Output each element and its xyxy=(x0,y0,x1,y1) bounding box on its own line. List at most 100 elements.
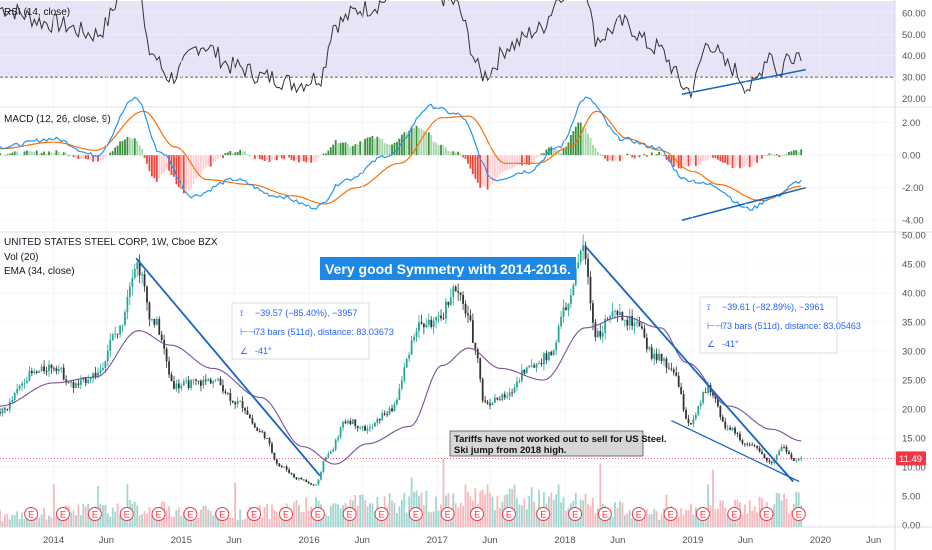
candle-body xyxy=(780,446,783,451)
candle-body xyxy=(768,460,771,462)
rsi-trendline[interactable] xyxy=(681,68,806,96)
earnings-marker-label: E xyxy=(700,510,706,520)
rsi-axis[interactable]: 60.00 50.00 40.00 30.00 20.00 xyxy=(902,8,926,105)
volume-bar xyxy=(690,503,692,527)
candle-body xyxy=(344,421,347,424)
note-label[interactable]: Tariffs have not worked out to sell for … xyxy=(449,430,667,457)
candle-body xyxy=(4,408,6,410)
candle-body xyxy=(364,426,366,431)
macd-histogram-bar xyxy=(249,155,251,156)
macd-histogram-bar xyxy=(584,128,587,156)
macd-histogram-bar xyxy=(175,155,178,185)
measure-tooltip-left[interactable]: ⟟ −39.57 (−85.40%), −3957 ⊢⊣ 73 bars (51… xyxy=(231,302,394,360)
candle-body xyxy=(432,320,435,327)
volume-bar xyxy=(133,501,136,527)
volume-bar xyxy=(43,507,46,527)
macd-histogram-bar xyxy=(543,153,545,156)
time-tick-label: Jun xyxy=(355,535,370,546)
macd-histogram-bar xyxy=(496,155,499,179)
macd-histogram-bar xyxy=(72,155,75,158)
volume-bar xyxy=(403,492,406,527)
candle-body xyxy=(692,418,695,425)
candle-body xyxy=(273,452,276,460)
volume-bar xyxy=(21,512,23,527)
macd-histogram-bar xyxy=(209,155,212,167)
note-label-bg xyxy=(449,430,644,457)
macd-histogram-bar xyxy=(560,153,562,156)
macd-histogram-bar xyxy=(474,155,477,179)
price-axis[interactable]: 50.00 45.00 40.00 35.00 30.00 25.00 20.00 15.00… xyxy=(902,231,926,532)
candle-body xyxy=(11,399,14,402)
volume-bar xyxy=(484,494,487,527)
volume-bar xyxy=(278,515,281,527)
macd-histogram-bar xyxy=(234,152,237,156)
volume-bar xyxy=(496,495,499,527)
macd-histogram-bar xyxy=(305,155,308,163)
candle-body xyxy=(48,364,50,372)
volume-bar xyxy=(310,506,313,527)
macd-histogram-bar xyxy=(550,146,553,156)
earnings-marker-label: E xyxy=(413,510,419,520)
measure-right-line3: -41° xyxy=(722,339,739,349)
candle-body xyxy=(361,426,364,428)
macd-histogram-bar xyxy=(462,155,464,158)
macd-histogram-bar xyxy=(528,155,531,165)
volume-bar xyxy=(432,511,435,527)
macd-histogram-bar xyxy=(418,127,420,156)
time-tick-label: Jun xyxy=(866,535,881,546)
candle-body xyxy=(126,296,129,313)
volume-bar xyxy=(567,508,570,527)
candle-body xyxy=(626,319,629,326)
macd-histogram-bar xyxy=(601,155,604,156)
macd-histogram-bar xyxy=(440,144,442,156)
macd-histogram-bar xyxy=(445,147,447,156)
macd-histogram-bar xyxy=(45,153,48,156)
candle-body xyxy=(195,379,197,381)
volume-bar xyxy=(197,517,200,527)
macd-trendline[interactable] xyxy=(681,186,806,221)
candle-body xyxy=(111,334,114,340)
measure-tooltip-right[interactable]: ⟟ −39.61 (−82.89%), −3961 ⊢⊣ 73 bars (51… xyxy=(699,296,861,354)
candle-body xyxy=(170,374,173,382)
measure-left-line2: 73 bars (511d), distance: 83.03673 xyxy=(255,327,394,337)
volume-bar xyxy=(192,513,195,527)
candle-body xyxy=(707,385,709,393)
candle-body xyxy=(491,402,494,406)
candle-body xyxy=(577,262,580,269)
macd-histogram-bar xyxy=(405,132,408,156)
volume-bar xyxy=(592,497,594,527)
earnings-marker-label: E xyxy=(636,510,642,520)
volume-bar xyxy=(594,513,597,527)
volume-bar xyxy=(72,510,75,527)
candle-body xyxy=(655,353,658,361)
headline-label[interactable]: Very good Symmetry with 2014-2016. xyxy=(320,257,576,280)
candle-body xyxy=(464,303,467,314)
candle-body xyxy=(253,423,256,428)
volume-bar xyxy=(611,516,614,527)
macd-histogram-bar xyxy=(452,151,455,156)
candle-body xyxy=(246,410,249,415)
earnings-marker-circle xyxy=(247,507,262,521)
macd-histogram-bar xyxy=(697,155,700,166)
macd-histogram-bar xyxy=(67,155,70,157)
macd-histogram-bar xyxy=(756,155,758,163)
macd-axis[interactable]: 2.00 0.00 -2.00 -4.00 xyxy=(902,118,924,227)
volume-bar xyxy=(692,514,695,527)
price-pane[interactable]: E E E E E E E E E E E E E E E E E E E E E E E E E UNITED STATES … xyxy=(0,0,932,532)
volume-bar xyxy=(648,514,651,527)
macd-pane[interactable]: MACD (12, 26, close, 9) 2.00 0.00 -2.00 -4.… xyxy=(0,96,932,227)
volume-bar xyxy=(229,517,232,527)
macd-histogram-bar xyxy=(4,155,6,156)
candle-body xyxy=(84,377,87,383)
price-trendlines[interactable] xyxy=(135,246,800,483)
candle-body xyxy=(67,382,70,384)
macd-histogram-bar xyxy=(57,151,60,156)
time-tick-label: 2019 xyxy=(682,535,703,546)
candle-body xyxy=(268,438,271,444)
volume-bar xyxy=(119,515,121,527)
macd-histogram-bar xyxy=(0,153,1,156)
volume-bar xyxy=(263,507,266,527)
candle-body xyxy=(528,365,531,368)
